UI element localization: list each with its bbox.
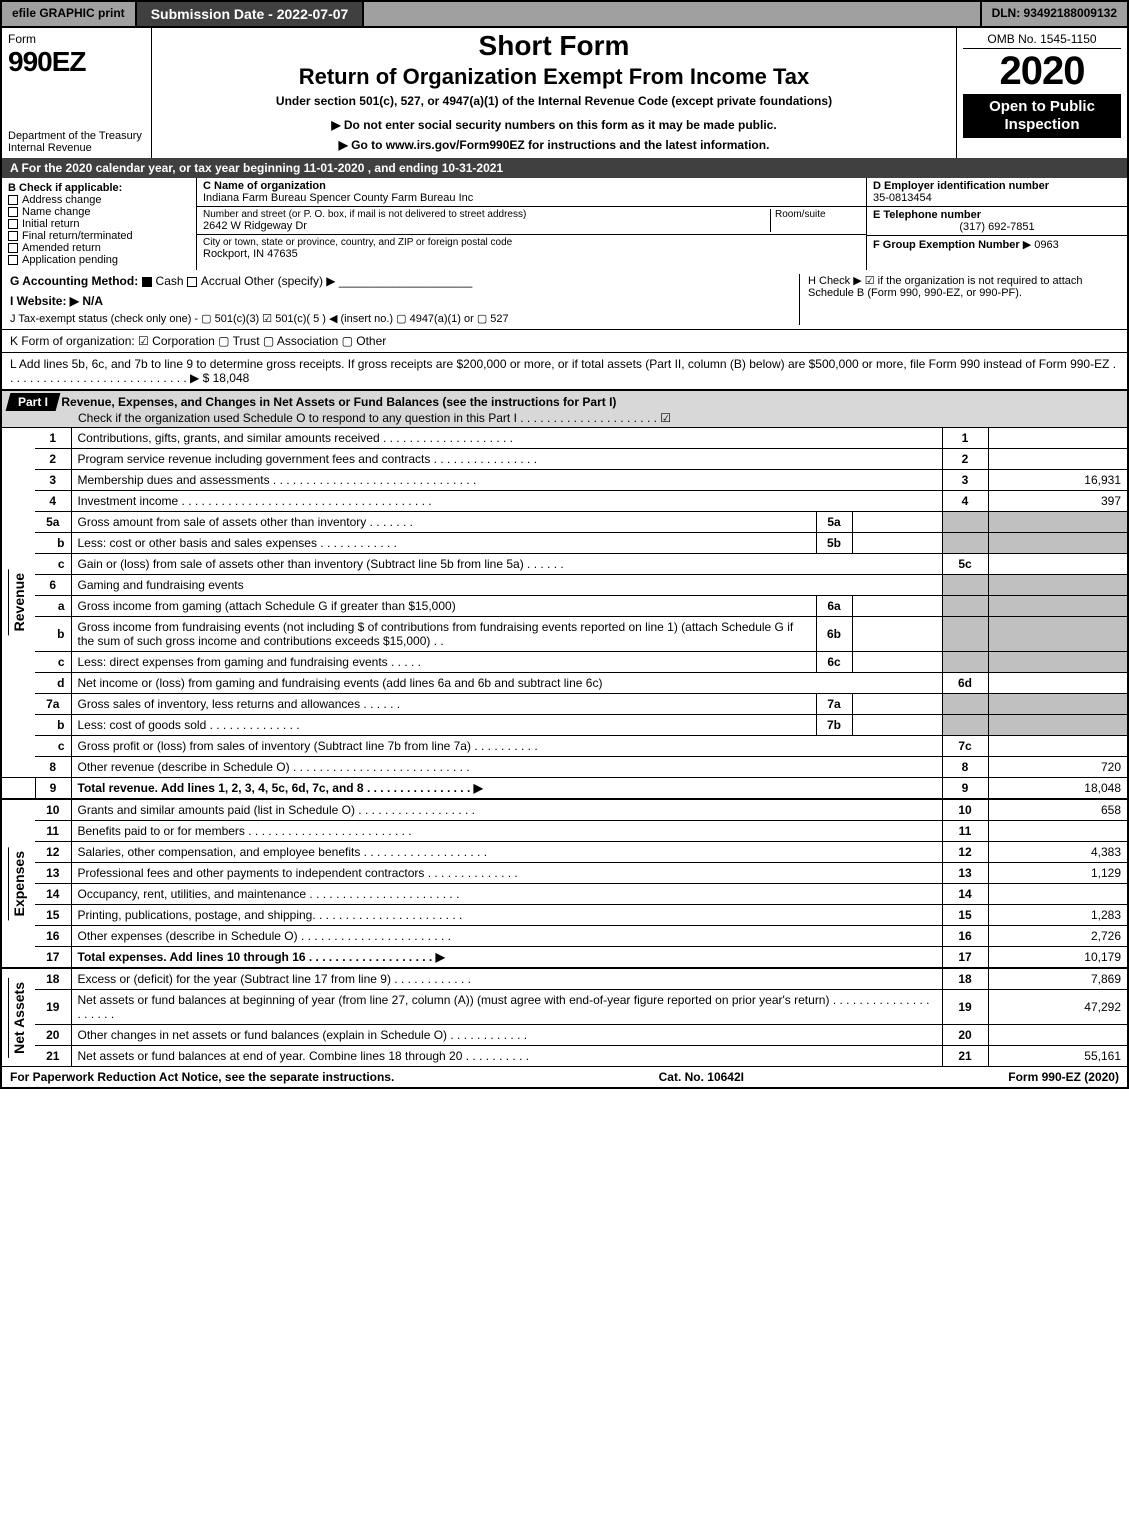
submission-date: Submission Date - 2022-07-07 xyxy=(137,2,365,26)
line-21: 21 Net assets or fund balances at end of… xyxy=(1,1046,1128,1067)
col-def: D Employer identification number 35-0813… xyxy=(867,178,1127,270)
line-1: Revenue 1 Contributions, gifts, grants, … xyxy=(1,428,1128,449)
line-6b: b Gross income from fundraising events (… xyxy=(1,617,1128,652)
l-text: L Add lines 5b, 6c, and 7b to line 9 to … xyxy=(10,357,1116,385)
street-label: Number and street (or P. O. box, if mail… xyxy=(203,209,770,220)
line-5a: 5a Gross amount from sale of assets othe… xyxy=(1,512,1128,533)
ein-value: 35-0813454 xyxy=(873,192,1121,204)
line-15: 15 Printing, publications, postage, and … xyxy=(1,905,1128,926)
expenses-side-label: Expenses xyxy=(8,847,29,920)
city-label: City or town, state or province, country… xyxy=(203,237,860,248)
tax-year: 2020 xyxy=(963,49,1121,94)
line-16: 16 Other expenses (describe in Schedule … xyxy=(1,926,1128,947)
org-name: Indiana Farm Bureau Spencer County Farm … xyxy=(203,192,860,204)
omb-number: OMB No. 1545-1150 xyxy=(963,30,1121,49)
line-6d: d Net income or (loss) from gaming and f… xyxy=(1,673,1128,694)
open-public-inspection: Open to Public Inspection xyxy=(963,94,1121,138)
revenue-table: Revenue 1 Contributions, gifts, grants, … xyxy=(0,427,1129,1066)
col-c-org: C Name of organization Indiana Farm Bure… xyxy=(197,178,867,270)
name-label: C Name of organization xyxy=(203,180,860,192)
accounting-method-row: G Accounting Method: Cash Accrual Other … xyxy=(0,270,1129,330)
internal-revenue: Internal Revenue xyxy=(8,142,145,154)
city-value: Rockport, IN 47635 xyxy=(203,248,860,260)
chk-final-return[interactable]: Final return/terminated xyxy=(8,230,133,242)
header-right: OMB No. 1545-1150 2020 Open to Public In… xyxy=(957,28,1127,158)
website-line: I Website: ▶ N/A xyxy=(10,294,103,308)
line-6c: c Less: direct expenses from gaming and … xyxy=(1,652,1128,673)
short-form-title: Short Form xyxy=(158,30,950,62)
line-7c: c Gross profit or (loss) from sales of i… xyxy=(1,736,1128,757)
chk-name-change[interactable]: Name change xyxy=(8,206,91,218)
netassets-side-label: Net Assets xyxy=(8,978,29,1058)
line-8: 8 Other revenue (describe in Schedule O)… xyxy=(1,757,1128,778)
header-center: Short Form Return of Organization Exempt… xyxy=(152,28,957,158)
footer-left: For Paperwork Reduction Act Notice, see … xyxy=(10,1070,394,1084)
org-info-section: B Check if applicable: Address change Na… xyxy=(0,178,1129,270)
part1-title: Revenue, Expenses, and Changes in Net As… xyxy=(61,395,616,409)
chk-cash[interactable]: Cash xyxy=(142,274,184,288)
line-10: Expenses 10 Grants and similar amounts p… xyxy=(1,799,1128,821)
line-5c: c Gain or (loss) from sale of assets oth… xyxy=(1,554,1128,575)
line-14: 14 Occupancy, rent, utilities, and maint… xyxy=(1,884,1128,905)
line-19: 19 Net assets or fund balances at beginn… xyxy=(1,990,1128,1025)
ein-label: D Employer identification number xyxy=(873,180,1121,192)
goto-link[interactable]: ▶ Go to www.irs.gov/Form990EZ for instru… xyxy=(158,138,950,152)
header-left: Form 990EZ Department of the Treasury In… xyxy=(2,28,152,158)
page-footer: For Paperwork Reduction Act Notice, see … xyxy=(0,1066,1129,1089)
line-13: 13 Professional fees and other payments … xyxy=(1,863,1128,884)
telephone-label: E Telephone number xyxy=(873,209,1121,221)
street-value: 2642 W Ridgeway Dr xyxy=(203,220,770,232)
line-17: 17 Total expenses. Add lines 10 through … xyxy=(1,947,1128,969)
tax-exempt-status: J Tax-exempt status (check only one) - ▢… xyxy=(10,312,799,325)
footer-center: Cat. No. 10642I xyxy=(659,1070,744,1084)
line-11: 11 Benefits paid to or for members . . .… xyxy=(1,821,1128,842)
tax-year-bar: A For the 2020 calendar year, or tax yea… xyxy=(0,158,1129,178)
dln-label: DLN: 93492188009132 xyxy=(980,2,1127,26)
line-3: 3 Membership dues and assessments . . . … xyxy=(1,470,1128,491)
telephone-value: (317) 692-7851 xyxy=(873,221,1121,233)
warning-ssn: ▶ Do not enter social security numbers o… xyxy=(158,118,950,132)
line-6a: a Gross income from gaming (attach Sched… xyxy=(1,596,1128,617)
topbar: efile GRAPHIC print Submission Date - 20… xyxy=(0,0,1129,28)
line-7b: b Less: cost of goods sold . . . . . . .… xyxy=(1,715,1128,736)
line-18: Net Assets 18 Excess or (deficit) for th… xyxy=(1,968,1128,990)
chk-accrual[interactable]: Accrual xyxy=(187,274,241,288)
line-4: 4 Investment income . . . . . . . . . . … xyxy=(1,491,1128,512)
part1-header-row: Part I Revenue, Expenses, and Changes in… xyxy=(0,390,1129,427)
l-value: 18,048 xyxy=(213,371,250,385)
part1-check-line: Check if the organization used Schedule … xyxy=(78,411,671,425)
chk-application-pending[interactable]: Application pending xyxy=(8,254,118,266)
footer-right: Form 990-EZ (2020) xyxy=(1008,1070,1119,1084)
topbar-spacer xyxy=(364,2,979,26)
line-9: 9 Total revenue. Add lines 1, 2, 3, 4, 5… xyxy=(1,778,1128,800)
chk-amended-return[interactable]: Amended return xyxy=(8,242,101,254)
h-schedule-b: H Check ▶ ☑ if the organization is not r… xyxy=(799,274,1119,325)
part1-badge: Part I xyxy=(6,393,61,411)
form-word: Form xyxy=(8,32,145,46)
group-exemption-value: ▶ 0963 xyxy=(1023,239,1059,251)
room-suite-label: Room/suite xyxy=(770,209,860,232)
chk-initial-return[interactable]: Initial return xyxy=(8,218,79,230)
form-number: 990EZ xyxy=(8,46,145,78)
under-section: Under section 501(c), 527, or 4947(a)(1)… xyxy=(158,94,950,108)
line-7a: 7a Gross sales of inventory, less return… xyxy=(1,694,1128,715)
line-5b: b Less: cost or other basis and sales ex… xyxy=(1,533,1128,554)
header-row: Form 990EZ Department of the Treasury In… xyxy=(0,28,1129,158)
chk-address-change[interactable]: Address change xyxy=(8,194,102,206)
return-title: Return of Organization Exempt From Incom… xyxy=(158,64,950,90)
gross-receipts-line: L Add lines 5b, 6c, and 7b to line 9 to … xyxy=(0,353,1129,390)
line-12: 12 Salaries, other compensation, and emp… xyxy=(1,842,1128,863)
line-20: 20 Other changes in net assets or fund b… xyxy=(1,1025,1128,1046)
group-exemption-label: F Group Exemption Number xyxy=(873,239,1020,251)
dept-treasury: Department of the Treasury xyxy=(8,130,145,142)
efile-label[interactable]: efile GRAPHIC print xyxy=(2,2,137,26)
check-applicable-title: B Check if applicable: xyxy=(8,182,190,194)
col-b-check-applicable: B Check if applicable: Address change Na… xyxy=(2,178,197,270)
other-specify: Other (specify) ▶ xyxy=(244,274,335,288)
g-label: G Accounting Method: xyxy=(10,274,138,288)
form-of-organization: K Form of organization: ☑ Corporation ▢ … xyxy=(0,330,1129,353)
line-6: 6 Gaming and fundraising events xyxy=(1,575,1128,596)
revenue-side-label: Revenue xyxy=(8,569,29,635)
line-2: 2 Program service revenue including gove… xyxy=(1,449,1128,470)
